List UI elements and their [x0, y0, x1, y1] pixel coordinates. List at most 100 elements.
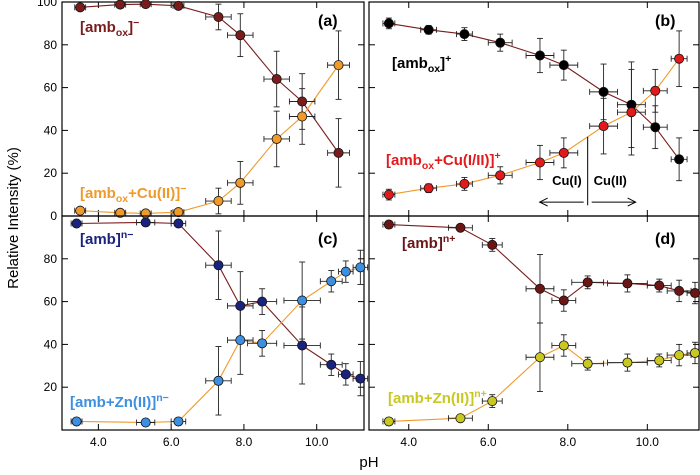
series-label-sub: ox [428, 63, 440, 75]
data-point [690, 347, 700, 358]
data-point [495, 37, 506, 48]
panel-label: (d) [655, 231, 675, 248]
x-tick-label: 10.0 [305, 435, 329, 449]
data-point [487, 239, 498, 250]
series-label-rest: +Cu(II)] [128, 185, 180, 202]
series-label-main: [amb] [80, 231, 121, 248]
data-point [115, 207, 126, 218]
panel-label: (b) [655, 13, 675, 30]
y-tick-label: 80 [44, 38, 58, 52]
panel-b: (b)[ambox]+[ambox+Cu(I/II)]+Cu(I) Cu(II) [368, 1, 700, 217]
data-point [213, 375, 224, 386]
series-label: [ambox+Cu(I/II)]+ [386, 150, 501, 172]
data-point [558, 295, 569, 306]
data-point [626, 107, 637, 118]
series-line [76, 266, 361, 424]
data-point [140, 208, 151, 219]
data-point [674, 154, 685, 165]
data-point [558, 147, 569, 158]
x-tick-label: 8.0 [559, 435, 576, 449]
series-label-sup: − [180, 183, 186, 195]
data-point [326, 276, 337, 287]
data-point [257, 296, 268, 307]
data-point [487, 396, 498, 407]
series-label-main: [amb [386, 152, 422, 169]
series-label: [ambox]+ [392, 53, 451, 75]
y-tick-label: 0 [50, 209, 57, 223]
data-point [297, 96, 308, 107]
x-tick-label: 6.0 [163, 435, 180, 449]
x-tick-label: 6.0 [480, 435, 497, 449]
series-label: [amb+Zn(II)]n+ [388, 388, 487, 407]
data-point [213, 11, 224, 22]
data-point [558, 60, 569, 71]
data-point [455, 222, 466, 233]
data-point [674, 350, 685, 361]
data-point [383, 18, 394, 29]
annotation-cu-ii: Cu(II) [594, 173, 627, 188]
data-point [213, 260, 224, 271]
data-point [271, 74, 282, 85]
panel-frame [368, 1, 700, 217]
data-point [75, 205, 86, 216]
data-point [455, 413, 466, 424]
data-point [650, 122, 661, 133]
y-tick-label: 60 [44, 81, 58, 95]
y-tick-label: 60 [44, 295, 58, 309]
data-point [140, 0, 151, 10]
x-tick-label: 8.0 [236, 435, 253, 449]
data-point [297, 340, 308, 351]
series-line [388, 224, 696, 302]
data-point [423, 183, 434, 194]
data-point [271, 133, 282, 144]
panel-d: 4.0 6.0 8.0 10.0(d)[amb]n+[amb+Zn(II)]n+ [368, 215, 700, 449]
data-point [598, 86, 609, 97]
y-tick-label: 100 [37, 0, 57, 9]
data-point [383, 219, 394, 230]
series-label: [ambox]− [80, 17, 139, 39]
data-point [235, 335, 246, 346]
arrow-right-head [627, 197, 637, 207]
data-point [534, 157, 545, 168]
series-line [388, 22, 680, 160]
data-point [115, 0, 126, 10]
series-label-rest: ] [128, 19, 133, 36]
data-point [558, 340, 569, 351]
data-point [355, 373, 366, 384]
series-line [80, 64, 339, 214]
data-point [534, 283, 545, 294]
data-point [71, 218, 82, 229]
data-point [423, 24, 434, 35]
data-point [622, 357, 633, 368]
series-label-sup: + [445, 53, 451, 65]
data-point [654, 280, 665, 291]
data-point [582, 277, 593, 288]
data-point [140, 417, 151, 428]
data-point [383, 416, 394, 427]
series-label-main: [amb+Zn(II)] [388, 390, 474, 407]
data-point [495, 170, 506, 181]
data-point [140, 217, 151, 228]
panel-label: (c) [318, 231, 338, 248]
panel-c: 4.0 6.0 8.0 10.020406080(c)[amb]n−[amb+Zn(I… [44, 215, 369, 449]
series-label-sub: ox [116, 193, 128, 205]
data-point [582, 358, 593, 369]
data-point [674, 285, 685, 296]
series-label-main: [amb+Zn(II)] [70, 394, 156, 411]
series-label-sup: + [495, 150, 501, 162]
data-point [326, 359, 337, 370]
series-label-sup: n+ [443, 233, 456, 245]
series-label: [amb]n+ [402, 233, 455, 252]
y-tick-label: 20 [44, 380, 58, 394]
series-label: [ambox+Cu(II)]− [80, 183, 186, 205]
annotation-cu-i: Cu(I) [552, 173, 582, 188]
series-label-sub: ox [422, 160, 434, 172]
data-point [173, 218, 184, 229]
series-label-sup: n− [156, 392, 169, 404]
data-point [459, 29, 470, 40]
series-line [388, 344, 696, 422]
series-label-main: [amb [80, 185, 116, 202]
series-label-sup: − [133, 17, 139, 29]
series-label: [amb]n− [80, 229, 133, 248]
data-point [75, 2, 86, 13]
